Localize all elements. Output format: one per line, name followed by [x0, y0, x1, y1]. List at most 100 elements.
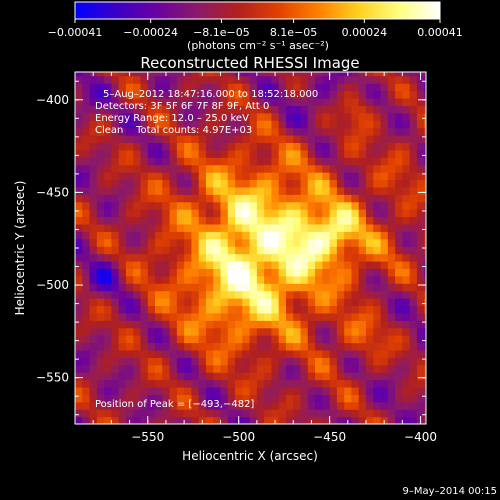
- heatmap-cell: [271, 327, 280, 336]
- heatmap-cell: [315, 83, 323, 92]
- heatmap-cell: [125, 342, 134, 351]
- heatmap-cell: [285, 231, 294, 240]
- heatmap-cell: [387, 179, 396, 188]
- heatmap-cell: [89, 223, 98, 232]
- heatmap-cell: [96, 312, 105, 321]
- heatmap-cell: [205, 112, 214, 121]
- heatmap-cell: [351, 83, 360, 92]
- heatmap-cell: [125, 275, 134, 284]
- heatmap-cell: [184, 364, 192, 373]
- heatmap-cell: [329, 164, 338, 173]
- heatmap-cell: [329, 275, 338, 284]
- heatmap-cell: [307, 134, 316, 143]
- heatmap-cell: [75, 179, 83, 188]
- heatmap-cell: [96, 283, 105, 292]
- heatmap-cell: [358, 364, 367, 373]
- heatmap-cell: [213, 142, 222, 151]
- heatmap-cell: [271, 120, 280, 129]
- heatmap-cell: [184, 401, 192, 410]
- heatmap-cell: [198, 253, 207, 262]
- heatmap-cell: [140, 312, 149, 321]
- heatmap-cell: [358, 372, 367, 381]
- heatmap-cell: [271, 275, 280, 284]
- heatmap-cell: [147, 201, 156, 210]
- heatmap-cell: [155, 394, 163, 403]
- heatmap-cell: [82, 275, 91, 284]
- heatmap-cell: [322, 112, 331, 121]
- heatmap-cell: [140, 290, 149, 299]
- heatmap-cell: [264, 194, 273, 203]
- heatmap-cell: [205, 164, 214, 173]
- heatmap-cell: [184, 223, 192, 232]
- heatmap-cell: [118, 372, 127, 381]
- heatmap-cell: [424, 75, 426, 84]
- heatmap-cell: [82, 401, 91, 410]
- heatmap-cell: [147, 327, 156, 336]
- heatmap-cell: [118, 164, 127, 173]
- heatmap-cell: [155, 223, 163, 232]
- heatmap-cell: [96, 97, 105, 106]
- heatmap-cell: [176, 357, 185, 366]
- heatmap-cell: [205, 349, 214, 358]
- heatmap-cell: [89, 312, 98, 321]
- heatmap-cell: [387, 149, 396, 158]
- heatmap-cell: [285, 172, 294, 181]
- heatmap-cell: [424, 194, 426, 203]
- heatmap-cell: [125, 149, 134, 158]
- heatmap-cell: [242, 238, 251, 247]
- heatmap-cell: [111, 120, 120, 129]
- heatmap-cell: [307, 298, 316, 307]
- heatmap-cell: [205, 394, 214, 403]
- heatmap-cell: [344, 335, 353, 344]
- heatmap-cell: [118, 401, 127, 410]
- heatmap-cell: [176, 120, 185, 129]
- heatmap-cell: [373, 298, 382, 307]
- heatmap-cell: [373, 290, 382, 299]
- heatmap-cell: [416, 260, 425, 269]
- heatmap-cell: [213, 209, 222, 218]
- heatmap-cell: [184, 372, 192, 381]
- heatmap-cell: [293, 157, 302, 166]
- heatmap-cell: [133, 335, 142, 344]
- heatmap-cell: [336, 149, 345, 158]
- heatmap-cell: [235, 201, 243, 210]
- heatmap-cell: [315, 335, 323, 344]
- heatmap-cell: [271, 305, 280, 314]
- heatmap-cell: [184, 172, 192, 181]
- heatmap-cell: [133, 416, 142, 424]
- heatmap-cell: [256, 409, 265, 418]
- heatmap-cell: [271, 298, 280, 307]
- heatmap-cell: [213, 231, 222, 240]
- heatmap-cell: [82, 416, 91, 424]
- heatmap-cell: [336, 349, 345, 358]
- heatmap-cell: [220, 83, 229, 92]
- heatmap-cell: [198, 342, 207, 351]
- heatmap-cell: [235, 253, 243, 262]
- heatmap-cell: [322, 246, 331, 255]
- heatmap-cell: [242, 127, 251, 136]
- heatmap-cell: [169, 364, 178, 373]
- heatmap-cell: [205, 209, 214, 218]
- heatmap-cell: [351, 172, 360, 181]
- heatmap-cell: [416, 379, 425, 388]
- heatmap-cell: [82, 186, 91, 195]
- heatmap-cell: [424, 112, 426, 121]
- heatmap-cell: [256, 134, 265, 143]
- heatmap-cell: [104, 260, 112, 269]
- heatmap-cell: [104, 105, 112, 114]
- heatmap-cell: [373, 386, 382, 395]
- heatmap-cell: [133, 312, 142, 321]
- heatmap-cell: [380, 253, 389, 262]
- heatmap-cell: [198, 201, 207, 210]
- heatmap-cell: [75, 172, 83, 181]
- heatmap-cell: [387, 357, 396, 366]
- heatmap-cell: [365, 105, 374, 114]
- heatmap-cell: [162, 134, 171, 143]
- heatmap-cell: [198, 409, 207, 418]
- heatmap-cell: [75, 372, 83, 381]
- heatmap-cell: [395, 246, 403, 255]
- heatmap-cell: [300, 216, 309, 225]
- heatmap-cell: [191, 90, 200, 99]
- heatmap-cell: [169, 216, 178, 225]
- heatmap-cell: [395, 83, 403, 92]
